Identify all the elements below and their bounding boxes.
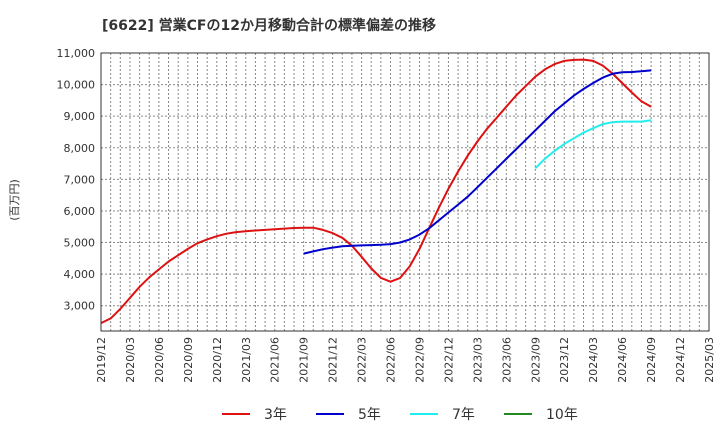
x-tick-label: 2022/09 — [413, 337, 426, 383]
x-tick-label: 2020/09 — [182, 337, 195, 383]
y-axis-label: (百万円) — [8, 179, 21, 221]
y-tick-label: 3,000 — [64, 300, 96, 313]
legend-label: 7年 — [452, 407, 475, 423]
x-tick-label: 2020/03 — [124, 337, 137, 383]
x-tick-label: 2024/12 — [674, 337, 687, 383]
x-tick-label: 2023/09 — [529, 337, 542, 383]
legend-label: 5年 — [358, 407, 381, 423]
x-tick-label: 2019/12 — [95, 337, 108, 383]
x-tick-label: 2023/06 — [500, 337, 513, 383]
x-tick-label: 2023/03 — [471, 337, 484, 383]
x-tick-label: 2021/09 — [298, 337, 311, 383]
legend-label: 3年 — [264, 407, 287, 423]
x-tick-label: 2021/03 — [240, 337, 253, 383]
x-tick-label: 2024/09 — [645, 337, 658, 383]
x-tick-label: 2024/06 — [616, 337, 629, 383]
series-line — [534, 119, 652, 170]
chart-title: [6622] 営業CFの12か月移動合計の標準偏差の推移 — [102, 17, 436, 34]
series-lines — [100, 58, 652, 324]
y-tick-label: 10,000 — [57, 79, 96, 92]
x-tick-label: 2020/06 — [153, 337, 166, 383]
series-line — [303, 69, 652, 255]
x-tick-label: 2023/12 — [558, 337, 571, 383]
y-axis: 3,000 4,000 5,000 6,000 7,000 8,000 9,000 10,00… — [57, 47, 96, 313]
x-tick-label: 2022/06 — [385, 337, 398, 383]
y-tick-label: 8,000 — [64, 142, 96, 155]
series-line — [100, 58, 652, 324]
legend-label: 10年 — [546, 407, 578, 423]
y-tick-label: 5,000 — [64, 237, 96, 250]
legend: 3年 5年 7年 10年 — [222, 407, 578, 423]
x-tick-label: 2022/03 — [356, 337, 369, 383]
x-tick-label: 2025/03 — [703, 337, 716, 383]
x-tick-label: 2024/03 — [587, 337, 600, 383]
y-tick-label: 9,000 — [64, 110, 96, 123]
x-tick-label: 2021/12 — [327, 337, 340, 383]
y-tick-label: 7,000 — [64, 173, 96, 186]
plot-area — [100, 52, 710, 332]
x-tick-label: 2022/12 — [442, 337, 455, 383]
x-axis: 2019/12 2020/03 2020/06 2020/09 2020/12 2021/… — [95, 337, 716, 383]
y-tick-label: 6,000 — [64, 205, 96, 218]
y-tick-label: 11,000 — [57, 47, 96, 60]
plot-frame — [100, 52, 710, 332]
x-tick-label: 2021/06 — [269, 337, 282, 383]
x-tick-label: 2020/12 — [211, 337, 224, 383]
plot-background — [100, 52, 710, 332]
y-tick-label: 4,000 — [64, 268, 96, 281]
